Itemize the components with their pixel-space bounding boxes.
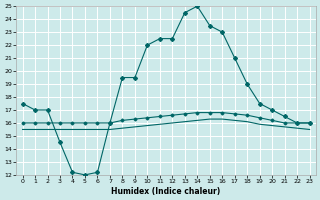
X-axis label: Humidex (Indice chaleur): Humidex (Indice chaleur) bbox=[111, 187, 221, 196]
